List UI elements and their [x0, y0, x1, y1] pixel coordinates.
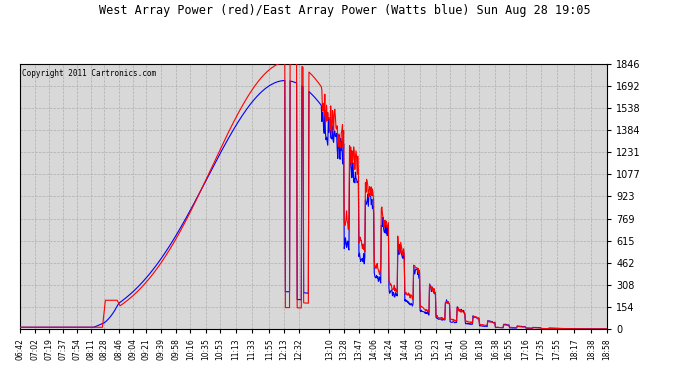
Text: West Array Power (red)/East Array Power (Watts blue) Sun Aug 28 19:05: West Array Power (red)/East Array Power … — [99, 4, 591, 17]
Text: Copyright 2011 Cartronics.com: Copyright 2011 Cartronics.com — [23, 69, 157, 78]
